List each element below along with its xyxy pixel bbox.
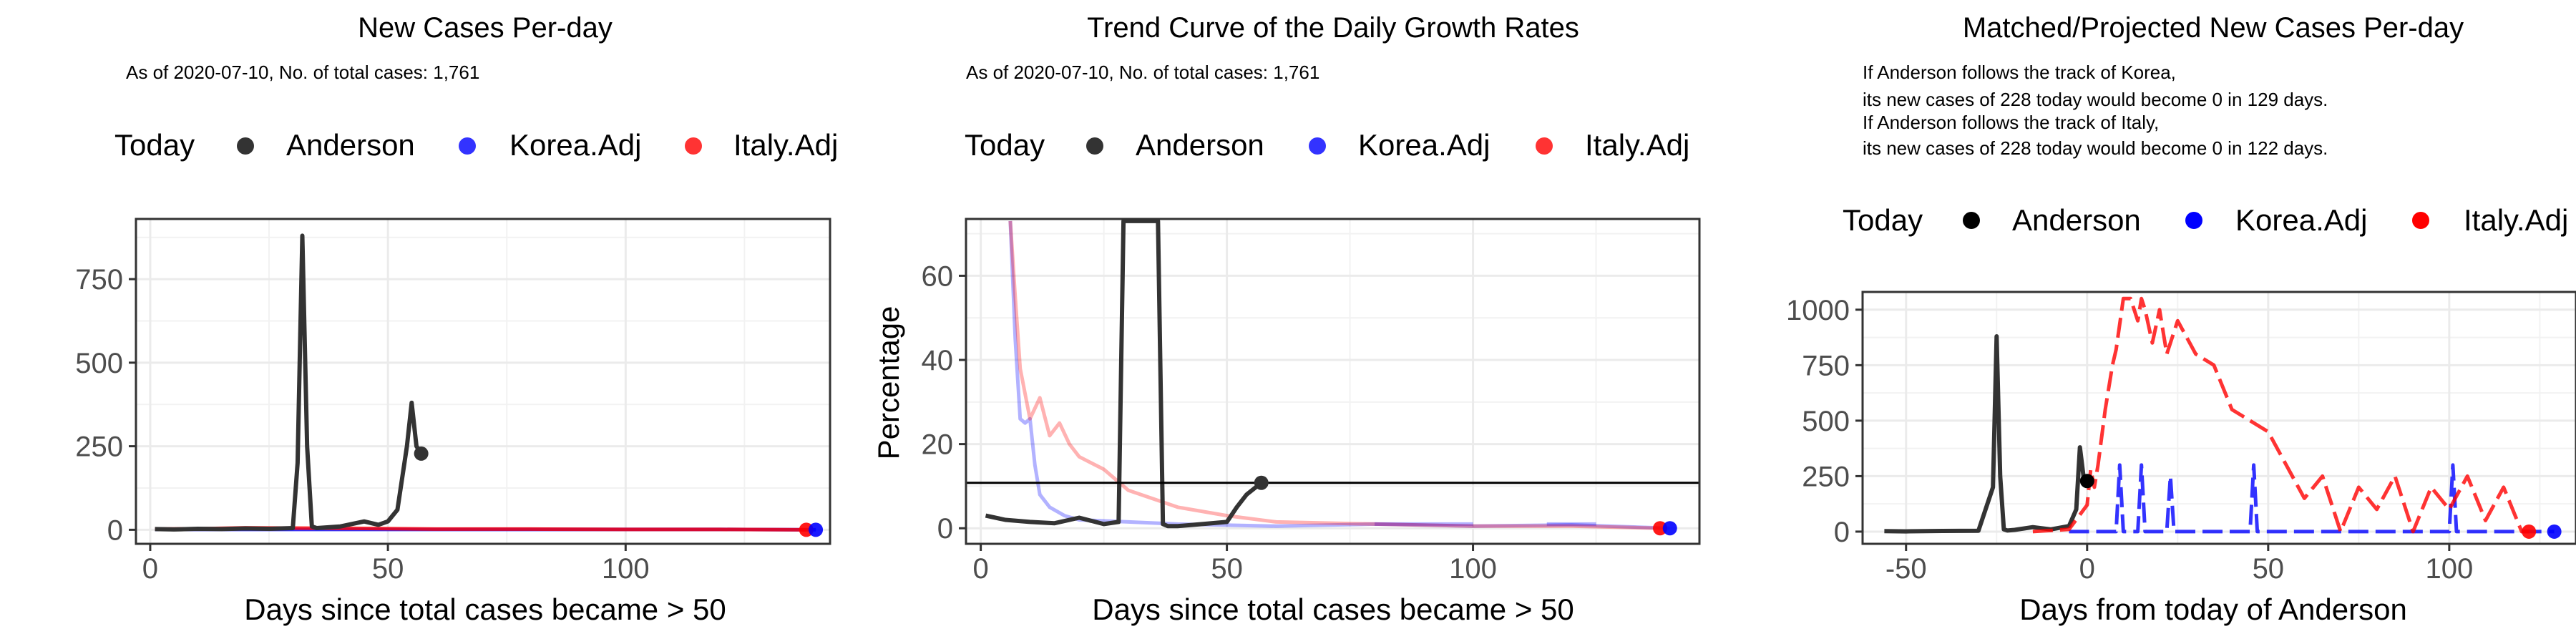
legend-italy-swatch xyxy=(1536,137,1553,155)
panel-2-legend: Today Anderson Korea.Adj Italy.Adj xyxy=(965,128,1689,162)
y-tick-label: 750 xyxy=(1802,350,1850,381)
panel-1-x-ticks: 0 50 100 xyxy=(142,544,650,585)
panel-3-note-line-1: If Anderson follows the track of Korea, xyxy=(1863,62,2176,83)
panel-1-subtitle: As of 2020-07-10, No. of total cases: 1,… xyxy=(126,62,479,83)
y-tick-label: 750 xyxy=(75,264,123,296)
panel-3-x-axis-label: Days from today of Anderson xyxy=(2019,592,2407,626)
y-tick-label: 0 xyxy=(1834,517,1850,548)
today-point-anderson xyxy=(414,446,429,461)
panel-1-legend: Today Anderson Korea.Adj Italy.Adj xyxy=(114,128,838,162)
x-tick-label: 100 xyxy=(2425,553,2473,585)
y-tick-label: 0 xyxy=(937,513,953,545)
legend-korea-swatch xyxy=(1309,137,1326,155)
series-lines xyxy=(1884,296,2555,534)
series-lines xyxy=(985,219,1670,530)
panel-2-x-axis-label: Days since total cases became > 50 xyxy=(1092,592,1574,626)
x-tick-label: 50 xyxy=(1211,553,1243,585)
legend-italy-swatch xyxy=(685,137,702,155)
y-tick-label: 1000 xyxy=(1786,295,1850,326)
legend-today-label: Today xyxy=(965,128,1045,162)
panel-1-title: New Cases Per-day xyxy=(358,12,613,44)
legend-korea-label: Korea.Adj xyxy=(2235,203,2367,237)
legend-italy-swatch xyxy=(2412,212,2429,229)
panel-projected-cases: Matched/Projected New Cases Per-day If A… xyxy=(1786,12,2576,626)
y-tick-label: 250 xyxy=(1802,461,1850,492)
panel-2-y-axis-label: Percentage xyxy=(872,306,905,460)
legend-anderson-label: Anderson xyxy=(1136,128,1264,162)
legend-korea-swatch xyxy=(459,137,476,155)
panel-1-x-axis-label: Days since total cases became > 50 xyxy=(244,592,726,626)
legend-anderson-swatch xyxy=(237,137,254,155)
plot-frame xyxy=(135,218,831,545)
x-tick-label: 50 xyxy=(2253,553,2285,585)
panel-3-x-ticks: -50 0 50 100 xyxy=(1885,544,2473,585)
panel-3-note-line-3: If Anderson follows the track of Italy, xyxy=(1863,112,2159,133)
series-line-anderson xyxy=(1884,334,2089,534)
today-point-korea-adj xyxy=(1662,521,1677,536)
grid-lines xyxy=(966,219,1699,544)
panel-new-cases: New Cases Per-day As of 2020-07-10, No. … xyxy=(75,12,838,626)
today-point-italy-adj xyxy=(1652,521,1667,536)
x-tick-label: 0 xyxy=(2079,553,2095,585)
y-tick-label: 60 xyxy=(922,260,954,292)
panel-growth-rates: Trend Curve of the Daily Growth Rates As… xyxy=(872,12,1701,626)
legend-today-label: Today xyxy=(1843,203,1923,237)
series-line-korea-adj xyxy=(2069,463,2555,534)
series-lines xyxy=(155,233,816,532)
today-point-anderson xyxy=(1254,475,1269,490)
panel-2-subtitle: As of 2020-07-10, No. of total cases: 1,… xyxy=(966,62,1319,83)
panel-1-plot xyxy=(135,218,831,545)
y-tick-label: 250 xyxy=(75,431,123,463)
panel-3-y-ticks: 0 250 500 750 1000 xyxy=(1786,295,1863,548)
legend-anderson-label: Anderson xyxy=(2012,203,2141,237)
panel-3-title: Matched/Projected New Cases Per-day xyxy=(1963,12,2464,44)
y-tick-label: 500 xyxy=(75,348,123,379)
today-point-korea-adj xyxy=(809,522,824,537)
panel-2-y-ticks: 0 20 40 60 xyxy=(922,260,966,545)
x-tick-label: 0 xyxy=(973,553,989,585)
x-tick-label: 100 xyxy=(1449,553,1497,585)
today-point-italy-adj xyxy=(2522,524,2537,539)
legend-anderson-swatch xyxy=(1963,212,1980,229)
panel-2-x-ticks: 0 50 100 xyxy=(973,544,1497,585)
legend-anderson-swatch xyxy=(1086,137,1103,155)
series-line-korea-adj xyxy=(1008,220,1670,530)
legend-italy-label: Italy.Adj xyxy=(1585,128,1689,162)
plot-frame xyxy=(965,218,1701,545)
series-line-anderson xyxy=(155,233,424,532)
grid-lines xyxy=(136,219,830,544)
legend-italy-label: Italy.Adj xyxy=(733,128,838,162)
today-point-anderson xyxy=(2079,474,2094,489)
y-tick-label: 500 xyxy=(1802,406,1850,437)
legend-anderson-label: Anderson xyxy=(286,128,415,162)
panel-3-plot xyxy=(1861,291,2576,545)
panel-3-note-line-4: its new cases of 228 today would become … xyxy=(1863,137,2328,159)
series-line-anderson xyxy=(985,219,1263,529)
grid-lines xyxy=(1863,292,2576,544)
legend-today-label: Today xyxy=(114,128,195,162)
panel-3-legend: Today Anderson Korea.Adj Italy.Adj xyxy=(1843,203,2568,237)
x-tick-label: 0 xyxy=(142,553,158,585)
panel-2-title: Trend Curve of the Daily Growth Rates xyxy=(1087,12,1579,44)
y-tick-label: 0 xyxy=(107,514,123,546)
legend-korea-label: Korea.Adj xyxy=(509,128,641,162)
panel-3-note-line-2: its new cases of 228 today would become … xyxy=(1863,89,2328,110)
series-line-italy-adj xyxy=(2032,296,2529,534)
x-tick-label: 100 xyxy=(602,553,650,585)
y-tick-label: 20 xyxy=(922,429,954,461)
legend-korea-swatch xyxy=(2185,212,2202,229)
series-line-italy-adj xyxy=(1008,220,1661,530)
x-tick-label: -50 xyxy=(1885,553,1927,585)
legend-italy-label: Italy.Adj xyxy=(2464,203,2568,237)
x-tick-label: 50 xyxy=(372,553,404,585)
y-tick-label: 40 xyxy=(922,345,954,376)
today-point-korea-adj xyxy=(2547,524,2562,539)
panel-2-plot xyxy=(965,218,1701,545)
panel-1-y-ticks: 0 250 500 750 xyxy=(75,264,136,546)
plot-frame xyxy=(1861,291,2576,545)
legend-korea-label: Korea.Adj xyxy=(1358,128,1490,162)
